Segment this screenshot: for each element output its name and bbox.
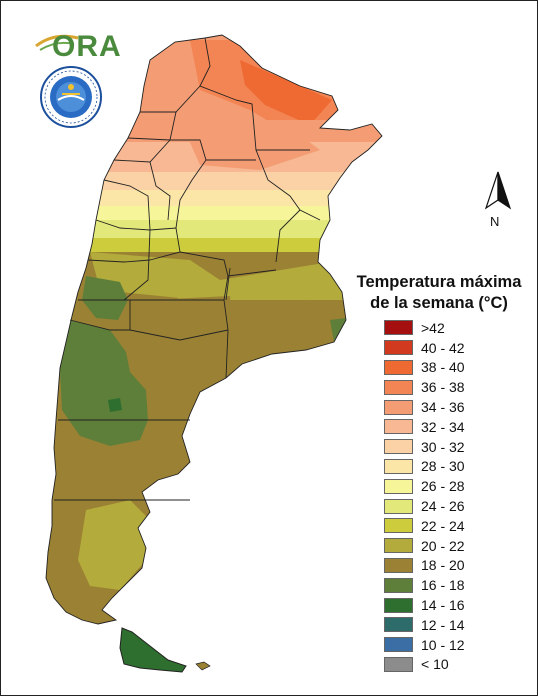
legend-swatch xyxy=(384,538,413,554)
legend-swatch xyxy=(384,518,413,534)
north-arrow: N xyxy=(478,170,518,230)
legend-item: 20 - 22 xyxy=(384,536,504,556)
legend-title-line2: de la semana (°C) xyxy=(370,294,508,312)
legend-swatch xyxy=(384,498,413,514)
legend-item: 28 - 30 xyxy=(384,457,504,477)
legend-item: 16 - 18 xyxy=(384,575,504,595)
legend-swatch xyxy=(384,617,413,633)
isla-estados xyxy=(195,661,211,671)
legend-item: 38 - 40 xyxy=(384,358,504,378)
legend-label: < 10 xyxy=(421,656,449,673)
legend-item: 34 - 36 xyxy=(384,397,504,417)
tierra-del-fuego-outline xyxy=(119,627,187,673)
legend-item: 18 - 20 xyxy=(384,556,504,576)
legend-label: 26 - 28 xyxy=(421,478,465,495)
legend-swatch xyxy=(384,340,413,356)
legend-label: 22 - 24 xyxy=(421,517,465,534)
legend-label: 40 - 42 xyxy=(421,339,465,356)
legend-label: >42 xyxy=(421,319,445,336)
legend-swatch xyxy=(384,637,413,653)
legend-swatch xyxy=(384,439,413,455)
legend-title: Temperatura máxima de la semana (°C) xyxy=(346,272,532,314)
legend-label: 14 - 16 xyxy=(421,597,465,614)
legend-swatch xyxy=(384,656,413,672)
legend-label: 34 - 36 xyxy=(421,399,465,416)
legend-swatch xyxy=(384,597,413,613)
legend-item: 24 - 26 xyxy=(384,496,504,516)
legend-item: 40 - 42 xyxy=(384,338,504,358)
legend-title-line1: Temperatura máxima xyxy=(356,273,522,291)
north-label: N xyxy=(490,214,500,229)
legend-label: 20 - 22 xyxy=(421,537,465,554)
legend-item: 12 - 14 xyxy=(384,615,504,635)
legend-item: 10 - 12 xyxy=(384,635,504,655)
province-borders xyxy=(45,34,383,625)
legend-swatch xyxy=(384,399,413,415)
legend-item: 30 - 32 xyxy=(384,437,504,457)
legend-item: 36 - 38 xyxy=(384,377,504,397)
legend: >42 40 - 42 38 - 40 36 - 38 34 - 36 32 - 34 30… xyxy=(384,318,504,674)
legend-label: 36 - 38 xyxy=(421,379,465,396)
legend-swatch xyxy=(384,478,413,494)
legend-swatch xyxy=(384,419,413,435)
legend-label: 24 - 26 xyxy=(421,498,465,515)
legend-label: 28 - 30 xyxy=(421,458,465,475)
legend-label: 18 - 20 xyxy=(421,557,465,574)
legend-item: 26 - 28 xyxy=(384,476,504,496)
legend-swatch xyxy=(384,557,413,573)
tierra-del-fuego xyxy=(120,628,186,672)
legend-label: 16 - 18 xyxy=(421,577,465,594)
legend-swatch xyxy=(384,379,413,395)
legend-swatch xyxy=(384,458,413,474)
legend-swatch xyxy=(384,320,413,336)
smn-seal-logo xyxy=(40,66,102,128)
legend-label: 30 - 32 xyxy=(421,438,465,455)
legend-item: 14 - 16 xyxy=(384,595,504,615)
legend-label: 12 - 14 xyxy=(421,616,465,633)
legend-swatch xyxy=(384,359,413,375)
legend-item: 22 - 24 xyxy=(384,516,504,536)
legend-item: < 10 xyxy=(384,655,504,675)
legend-item: >42 xyxy=(384,318,504,338)
ora-logo: ORA xyxy=(34,28,121,63)
legend-label: 32 - 34 xyxy=(421,418,465,435)
legend-swatch xyxy=(384,577,413,593)
legend-label: 38 - 40 xyxy=(421,359,465,376)
legend-label: 10 - 12 xyxy=(421,636,465,653)
logo-text: ORA xyxy=(52,30,122,63)
legend-item: 32 - 34 xyxy=(384,417,504,437)
